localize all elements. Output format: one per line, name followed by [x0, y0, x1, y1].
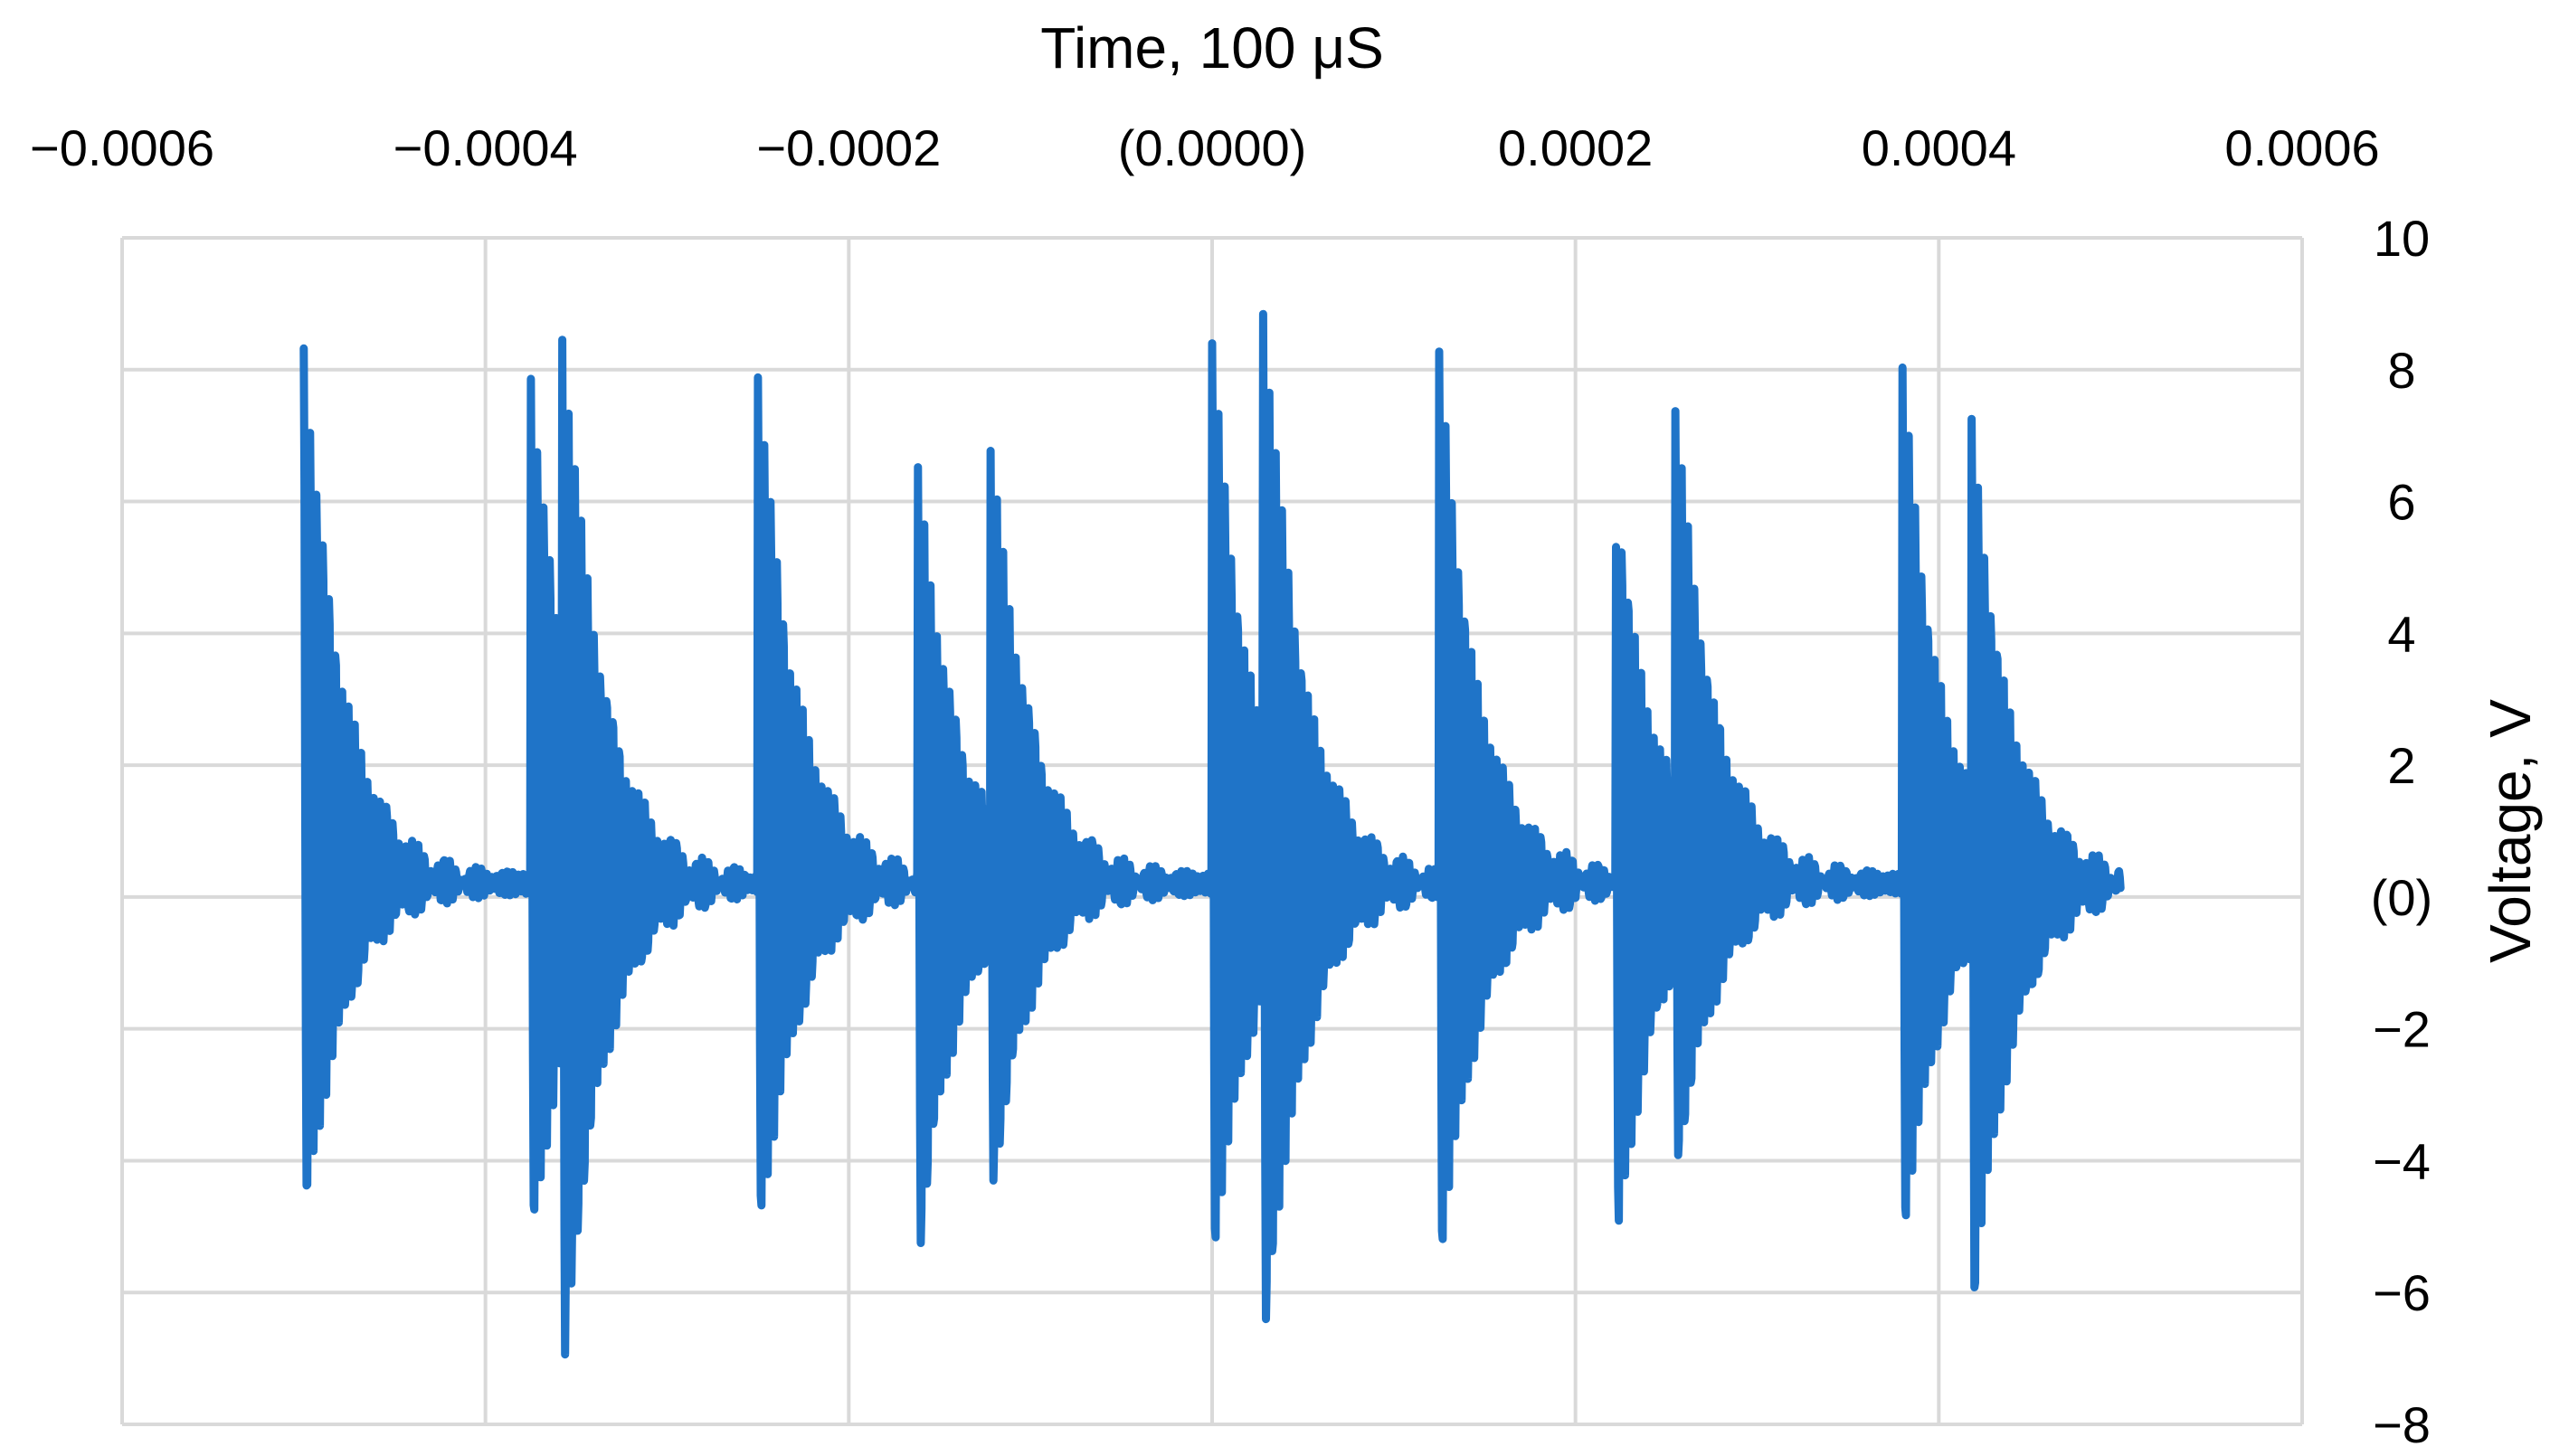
y-tick-label: −4: [2373, 1132, 2431, 1189]
y-tick-labels: 10 8 6 4 2 (0) −2 −4 −6 −8: [2371, 210, 2432, 1453]
y-tick-label: 4: [2387, 605, 2415, 662]
y-tick-label: −6: [2373, 1264, 2431, 1321]
y-tick-label: −2: [2373, 1001, 2431, 1058]
voltage-series: [299, 309, 2125, 1359]
y-tick-label: 10: [2374, 210, 2430, 267]
y-tick-label: 2: [2387, 737, 2415, 794]
y-tick-label: 8: [2387, 342, 2415, 399]
x-tick-label: −0.0002: [756, 119, 941, 176]
x-tick-label: 0.0002: [1498, 119, 1653, 176]
x-tick-label: 0.0006: [2224, 119, 2379, 176]
y-tick-label: 6: [2387, 474, 2415, 531]
x-tick-label: 0.0004: [1862, 119, 2016, 176]
x-tick-label: −0.0004: [393, 119, 578, 176]
y-tick-label: (0): [2371, 869, 2432, 926]
y-axis-title: Voltage, V: [2478, 699, 2543, 963]
y-tick-label: −8: [2373, 1396, 2431, 1453]
voltage-trace: [299, 309, 2125, 1359]
x-tick-label: −0.0006: [30, 119, 214, 176]
x-tick-label: (0.0000): [1118, 119, 1307, 176]
x-tick-labels: −0.0006 −0.0004 −0.0002 (0.0000) 0.0002 0.000…: [30, 119, 2380, 176]
x-axis-title: Time, 100 μS: [1040, 15, 1384, 80]
